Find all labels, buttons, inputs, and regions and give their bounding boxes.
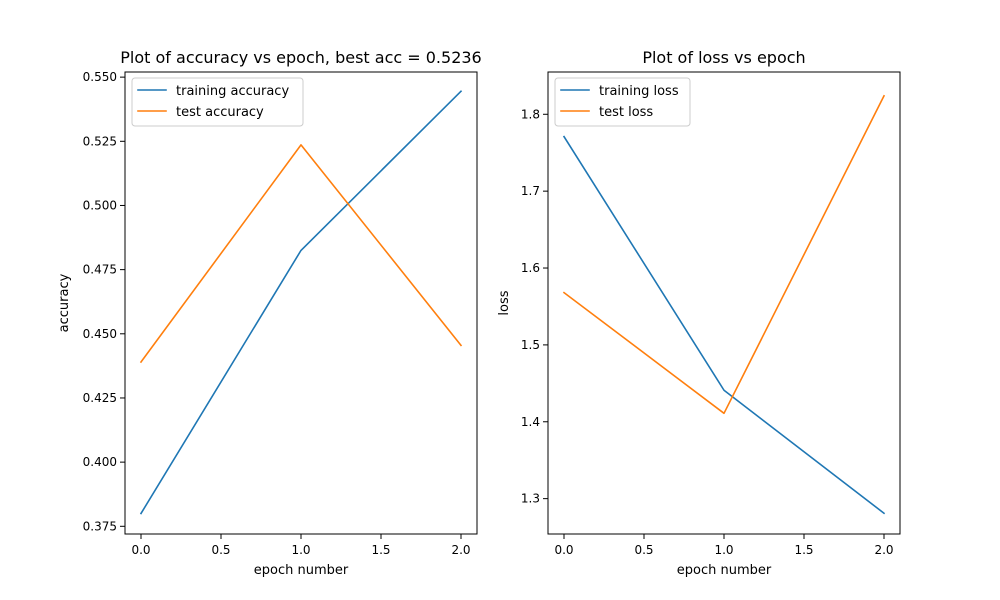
loss-ytick-label: 1.6	[521, 261, 540, 275]
loss-ytick-label: 1.8	[521, 107, 540, 121]
legend-label-training-accuracy: training accuracy	[176, 84, 289, 99]
loss-legend: training loss test loss	[554, 77, 691, 127]
accuracy-ytick-label: 0.525	[83, 134, 117, 148]
loss-chart-ylabel: loss	[497, 290, 512, 315]
loss-ytick-label: 1.3	[521, 492, 540, 506]
loss-xtick-label: 1.0	[714, 543, 733, 557]
loss-chart: Plot of loss vs epoch epoch number loss …	[497, 48, 901, 578]
accuracy-legend-box	[131, 77, 304, 127]
loss-ytick-label: 1.7	[521, 184, 540, 198]
accuracy-axes-frame	[124, 71, 478, 535]
accuracy-ytick-label: 0.425	[83, 391, 117, 405]
loss-ytick-label: 1.5	[521, 338, 540, 352]
loss-xtick-label: 0.5	[634, 543, 653, 557]
accuracy-plot-area: 0.0 0.5 1.0 1.5 2.0 0.375 0.400 0.425 0.450 0.475…	[83, 70, 471, 557]
accuracy-xtick-label: 0.0	[131, 543, 150, 557]
accuracy-xtick-label: 2.0	[451, 543, 470, 557]
accuracy-chart-ylabel: accuracy	[57, 273, 72, 332]
series-line-training-accuracy	[139, 90, 463, 515]
accuracy-legend: training accuracy test accuracy	[131, 77, 304, 127]
accuracy-chart: Plot of accuracy vs epoch, best acc = 0.…	[57, 48, 482, 578]
accuracy-xtick-label: 1.5	[371, 543, 390, 557]
accuracy-ytick-label: 0.450	[83, 327, 117, 341]
accuracy-ytick-label: 0.500	[83, 198, 117, 212]
accuracy-xtick-label: 0.5	[211, 543, 230, 557]
series-line-test-loss	[562, 94, 886, 415]
accuracy-ytick-label: 0.550	[83, 70, 117, 84]
accuracy-xtick-label: 1.0	[291, 543, 310, 557]
accuracy-chart-xlabel: epoch number	[254, 563, 349, 578]
loss-chart-xlabel: epoch number	[677, 563, 772, 578]
series-line-training-loss	[562, 135, 886, 515]
loss-xtick-label: 1.5	[794, 543, 813, 557]
accuracy-ytick-label: 0.475	[83, 263, 117, 277]
loss-xtick-label: 2.0	[874, 543, 893, 557]
accuracy-chart-title: Plot of accuracy vs epoch, best acc = 0.…	[120, 48, 481, 67]
series-line-test-accuracy	[139, 144, 463, 364]
loss-chart-title: Plot of loss vs epoch	[642, 48, 805, 67]
loss-ytick-label: 1.4	[521, 415, 540, 429]
accuracy-ytick-label: 0.400	[83, 455, 117, 469]
loss-axes-frame	[547, 71, 901, 535]
loss-xtick-label: 0.0	[554, 543, 573, 557]
accuracy-ytick-label: 0.375	[83, 519, 117, 533]
loss-plot-area: 0.0 0.5 1.0 1.5 2.0 1.3 1.4 1.5 1.6 1.7 1.8	[521, 94, 894, 557]
legend-label-test-loss: test loss	[599, 105, 653, 120]
legend-label-training-loss: training loss	[599, 84, 679, 99]
legend-label-test-accuracy: test accuracy	[176, 105, 264, 120]
